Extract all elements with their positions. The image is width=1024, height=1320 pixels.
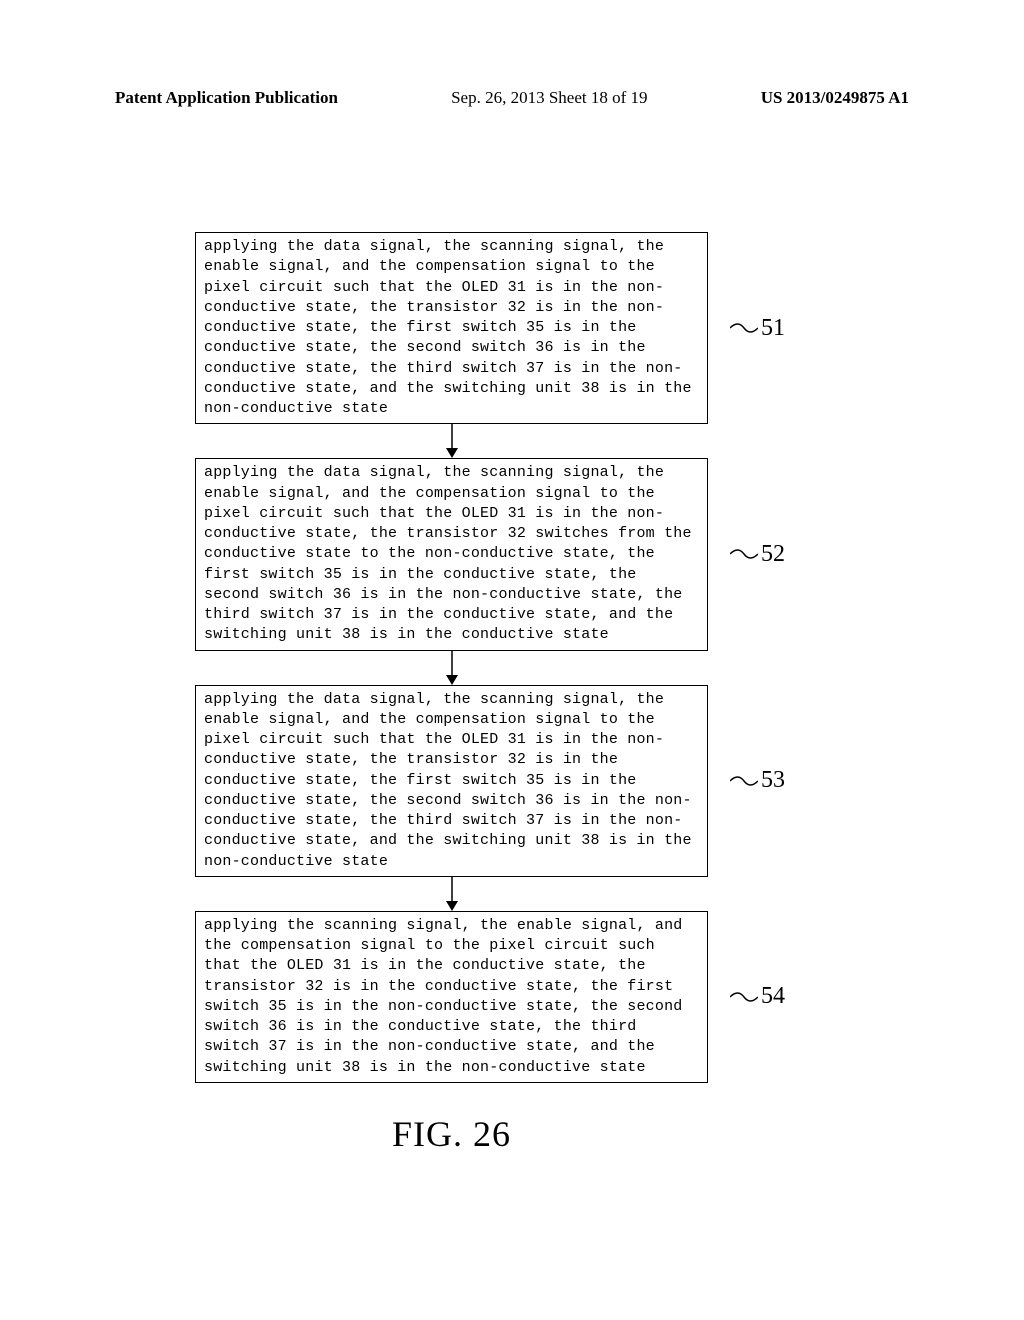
flowchart: applying the data signal, the scanning s… bbox=[195, 232, 825, 1155]
step-label-1: 51 bbox=[730, 315, 785, 342]
arrow-down-icon bbox=[442, 877, 462, 911]
header-date-sheet: Sep. 26, 2013 Sheet 18 of 19 bbox=[451, 88, 647, 108]
curve-connector-icon bbox=[730, 318, 758, 338]
figure-caption: FIG. 26 bbox=[195, 1113, 708, 1155]
step-label-4: 54 bbox=[730, 983, 785, 1010]
step-label-2: 52 bbox=[730, 541, 785, 568]
arrow-3 bbox=[195, 877, 708, 911]
arrow-1 bbox=[195, 424, 708, 458]
curve-connector-icon bbox=[730, 771, 758, 791]
step-number-1: 51 bbox=[761, 315, 785, 342]
step-box-4: applying the scanning signal, the enable… bbox=[195, 911, 708, 1083]
arrow-down-icon bbox=[442, 424, 462, 458]
header-patent-number: US 2013/0249875 A1 bbox=[761, 88, 909, 108]
step-row-4: applying the scanning signal, the enable… bbox=[195, 911, 825, 1083]
curve-connector-icon bbox=[730, 987, 758, 1007]
page-header: Patent Application Publication Sep. 26, … bbox=[0, 88, 1024, 108]
step-label-3: 53 bbox=[730, 767, 785, 794]
step-number-4: 54 bbox=[761, 983, 785, 1010]
step-box-3: applying the data signal, the scanning s… bbox=[195, 685, 708, 877]
step-number-2: 52 bbox=[761, 541, 785, 568]
arrow-down-icon bbox=[442, 651, 462, 685]
step-box-2: applying the data signal, the scanning s… bbox=[195, 458, 708, 650]
header-publication-type: Patent Application Publication bbox=[115, 88, 338, 108]
curve-connector-icon bbox=[730, 544, 758, 564]
step-row-1: applying the data signal, the scanning s… bbox=[195, 232, 825, 424]
arrow-2 bbox=[195, 651, 708, 685]
step-box-1: applying the data signal, the scanning s… bbox=[195, 232, 708, 424]
step-row-3: applying the data signal, the scanning s… bbox=[195, 685, 825, 877]
step-row-2: applying the data signal, the scanning s… bbox=[195, 458, 825, 650]
step-number-3: 53 bbox=[761, 767, 785, 794]
